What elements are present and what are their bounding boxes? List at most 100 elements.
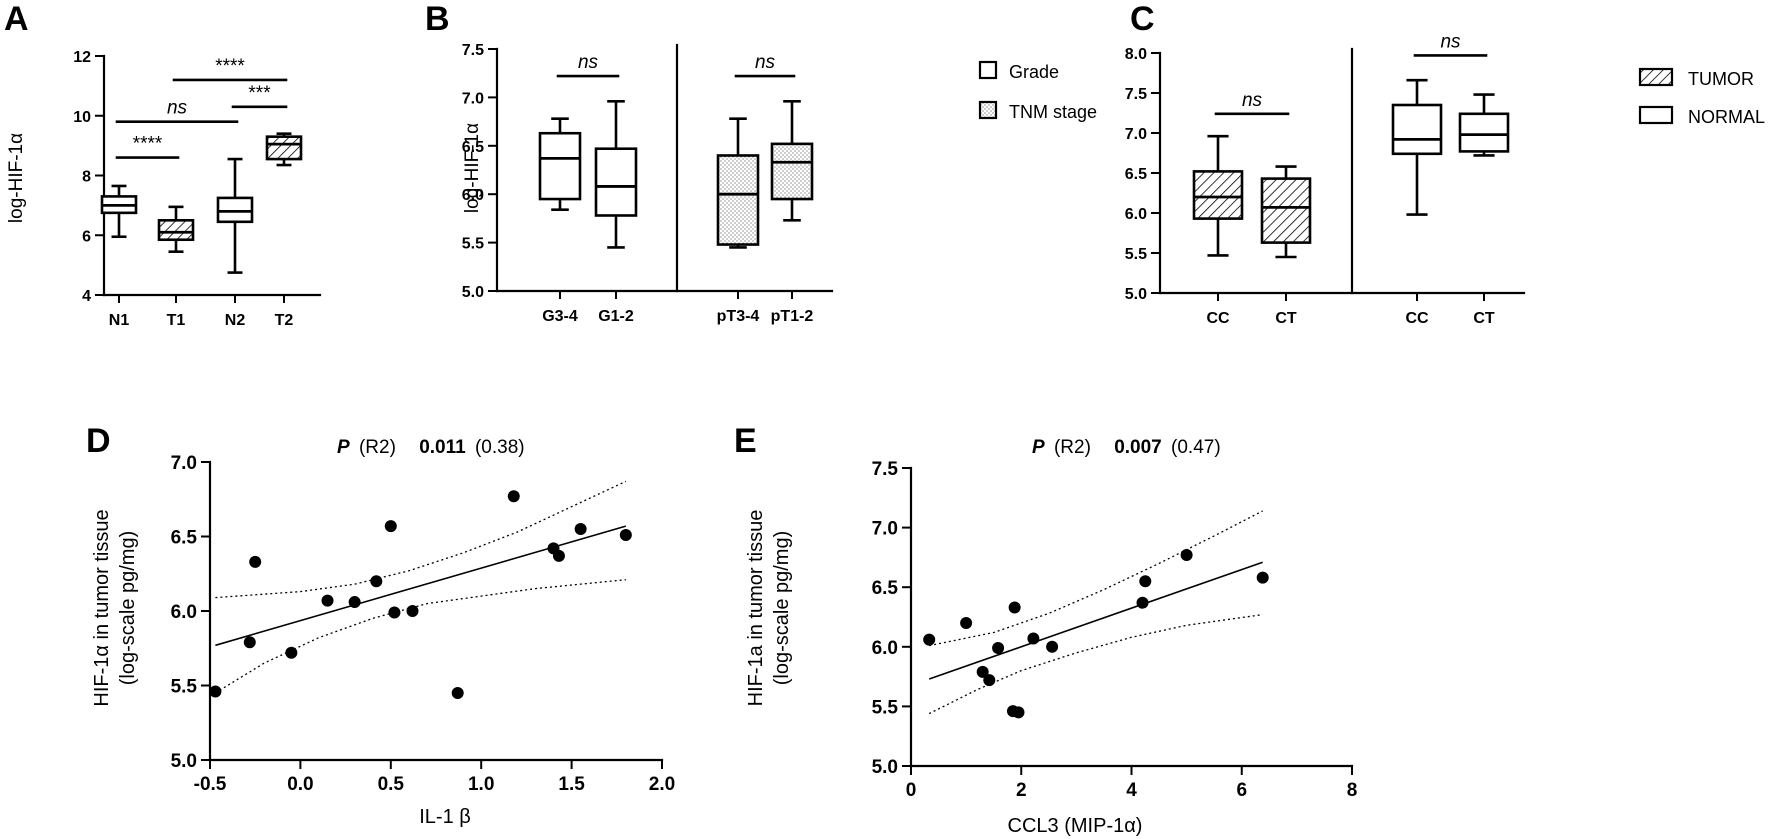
panel-d-y-tick-label: 6.0 (171, 602, 197, 623)
legend-label-grade: Grade (1009, 62, 1059, 82)
panel-a-y-tick-label: 6 (82, 228, 91, 245)
panel-a-significance-label: *** (248, 83, 271, 104)
panel-e-data-point (983, 674, 996, 687)
panel-b-box-3 (770, 99, 814, 222)
panel-d-x-tick-label: 0.5 (378, 774, 405, 795)
panel-d-p-label: P (337, 437, 350, 458)
panel-c-y-tick-label: 6.5 (1125, 166, 1147, 183)
panel-a-x-tick-label: N2 (225, 312, 246, 329)
panel-d-y-tick-label: 7.0 (171, 453, 197, 474)
panel-b-y-tick-label: 6.5 (462, 139, 484, 156)
panel-d-ylabel-line2: (log-scale pg/mg) (117, 531, 139, 686)
panel-c-y-tick-label: 7.0 (1125, 126, 1147, 143)
panel-e-data-point (1139, 575, 1152, 588)
panel-d-y-tick-label: 5.0 (171, 751, 197, 772)
panel-c-y-tick-label: 5.0 (1125, 286, 1147, 303)
panel-c-box-3 (1458, 93, 1510, 157)
panel-b-ylabel: log-HIF-1α (462, 123, 483, 213)
panel-e-x-tick-label: 0 (906, 780, 917, 801)
panel-b-y-tick-label: 5.0 (462, 284, 484, 301)
panel-c-x-tick-label: CT (1473, 310, 1495, 327)
panel-d-ci-upper-band (215, 480, 627, 599)
panel-d-r-label: (R2) (359, 437, 396, 458)
panel-d-stat: P (R2) 0.011 (0.38) (337, 437, 525, 458)
legend-label-tumor: TUMOR (1688, 69, 1754, 89)
panel-d-data-point (243, 636, 256, 649)
panel-b-y-tick-label: 7.5 (462, 42, 484, 59)
panel-d-y-tick-label: 5.5 (171, 677, 198, 698)
panel-d-regression-line (215, 525, 627, 647)
panel-e-y-tick-label: 7.5 (872, 459, 899, 480)
panel-d-data-point (370, 575, 383, 588)
box-iqr (594, 147, 638, 217)
box-iqr (1260, 177, 1312, 244)
panel-c-y-tick-label: 5.5 (1125, 246, 1147, 263)
box-iqr (716, 154, 760, 246)
legend-swatch-tumor (1638, 67, 1674, 87)
panel-d-data-point (406, 605, 419, 617)
panel-a-box-3 (265, 132, 303, 167)
panel-e-ci-lower-band (928, 613, 1263, 715)
panel-e-x-tick-label: 4 (1126, 780, 1137, 801)
panel-d-x-tick-label: 1.0 (468, 774, 494, 795)
panel-e-data-point (960, 616, 973, 629)
panel-a-x-tick-label: T1 (167, 312, 186, 329)
box-iqr (216, 196, 254, 224)
panel-c-significance-label: ns (1440, 31, 1461, 52)
panel-b-x-tick-label: G3-4 (542, 308, 578, 325)
legend-swatch-grade (978, 60, 998, 80)
panel-c-legend: TUMOR NORMAL (1638, 67, 1765, 127)
panel-a-y-tick-label: 10 (73, 109, 91, 126)
panel-a-y-tick-label: 12 (73, 49, 91, 66)
panel-d-data-point (285, 646, 298, 659)
panel-e-data-point (1012, 706, 1025, 719)
panel-e-y-tick-label: 7.0 (872, 519, 898, 540)
panel-letter-a: A (4, 0, 29, 38)
panel-letter-e: E (734, 422, 757, 460)
panel-d-data-point (619, 529, 632, 542)
panel-e-data-point (976, 665, 989, 678)
panel-letter-d: D (86, 422, 111, 460)
panel-e-ylabel-line1: HIF-1a in tumor tissue (745, 510, 767, 707)
panel-d-data-point (552, 549, 565, 562)
panel-d-x-tick-label: -0.5 (194, 774, 227, 795)
panel-d-data-point (384, 520, 397, 533)
panel-d-data-point (249, 555, 262, 568)
panel-b-legend: Grade TNM stage (978, 60, 1097, 122)
panel-a-box-2 (216, 157, 254, 274)
panel-b-box-1 (594, 99, 638, 249)
panel-e-y-tick-label: 5.0 (872, 757, 898, 778)
panel-a-box-1 (157, 205, 195, 253)
panel-b-x-tick-label: pT1-2 (771, 308, 814, 325)
panel-c-x-tick-label: CT (1275, 310, 1297, 327)
box-iqr (1391, 103, 1443, 156)
box-iqr (1458, 112, 1510, 153)
panel-d-y-tick-label: 6.5 (171, 528, 198, 549)
panel-d-data-point (507, 490, 520, 503)
legend-label-tnm-stage: TNM stage (1009, 102, 1097, 122)
box-iqr (770, 142, 814, 201)
panel-e-y-tick-label: 6.0 (872, 638, 898, 659)
panel-d-ylabel-line1: HIF-1α in tumor tissue (91, 509, 113, 706)
panel-b-x-tick-label: G1-2 (598, 308, 634, 325)
panel-d-x-tick-label: 0.0 (287, 774, 313, 795)
panel-a-x-tick-label: T2 (275, 312, 294, 329)
legend-label-normal: NORMAL (1688, 107, 1765, 127)
panel-b-y-tick-label: 7.0 (462, 90, 484, 107)
box-iqr (265, 135, 303, 161)
panel-e-xlabel: CCL3 (MIP-1α) (1008, 815, 1143, 837)
panel-a-significance-label: ns (167, 98, 188, 119)
panel-b-x-tick-label: pT3-4 (717, 308, 760, 325)
panel-a-ylabel: log-HIF-1α (6, 133, 27, 223)
panel-c-x-tick-label: CC (1206, 310, 1230, 327)
panel-e-y-tick-label: 6.5 (872, 578, 899, 599)
box-iqr (1192, 170, 1244, 220)
panel-c-box-2 (1391, 78, 1443, 216)
panel-c-significance-label: ns (1242, 90, 1263, 111)
panel-e-regression-line (928, 561, 1263, 680)
panel-e-stat: P (R2) 0.007 (0.47) (1032, 437, 1221, 458)
panel-a-significance-label: **** (215, 56, 245, 77)
panel-a-significance-label: **** (133, 134, 163, 155)
